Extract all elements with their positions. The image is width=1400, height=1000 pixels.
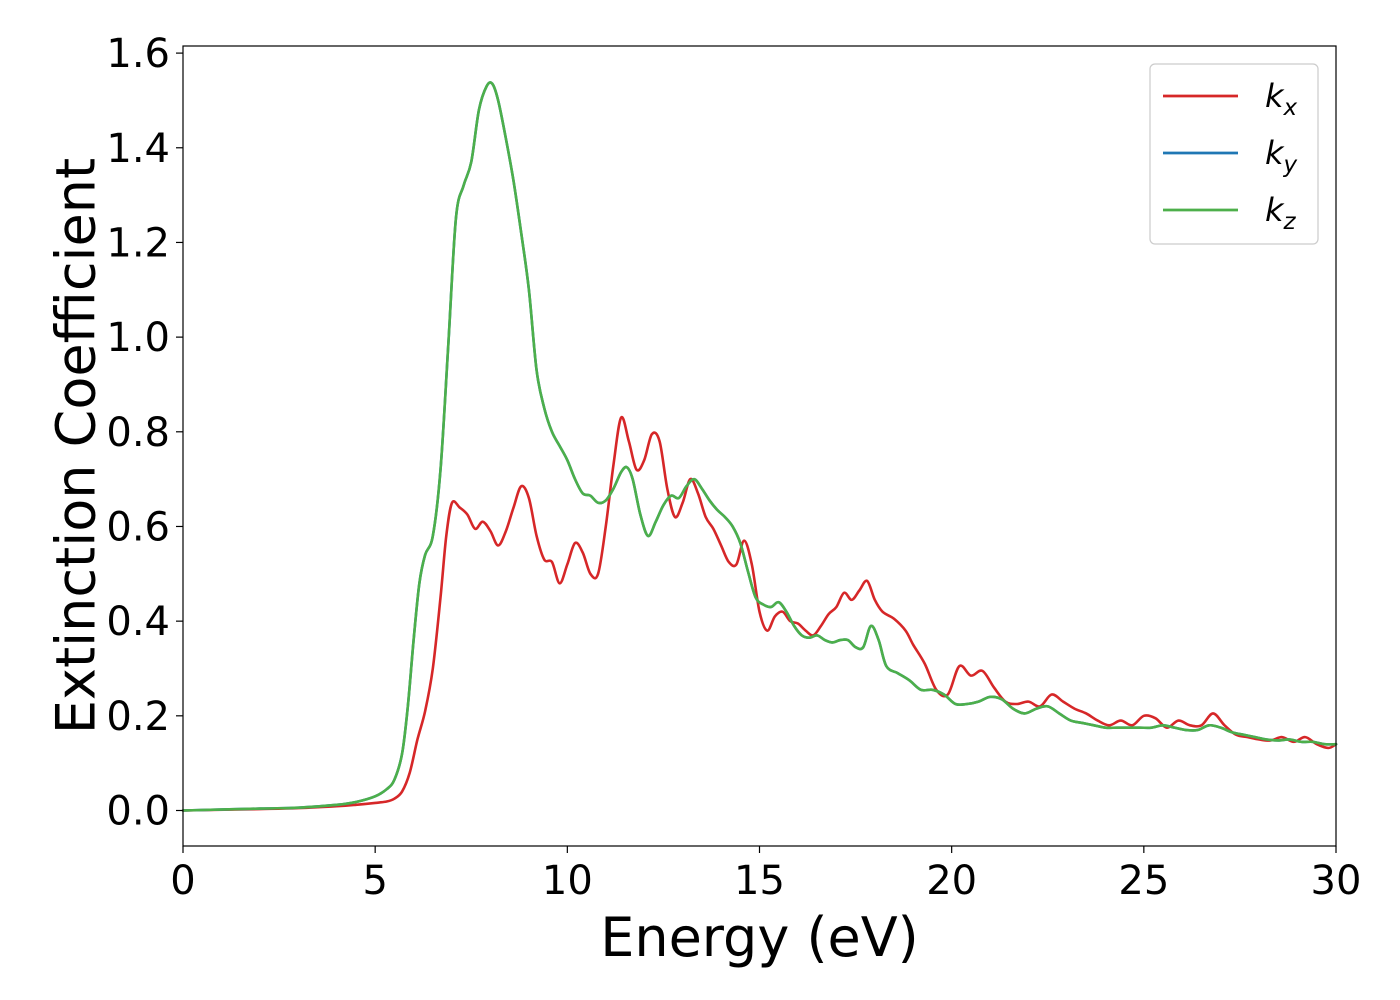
y-tick-label: 0.2 bbox=[106, 694, 170, 740]
y-tick-label: 0.8 bbox=[106, 410, 170, 456]
y-tick-label: 0.4 bbox=[106, 599, 170, 645]
y-tick-label: 0.0 bbox=[106, 788, 170, 834]
x-tick-label: 20 bbox=[926, 858, 977, 904]
x-tick-label: 25 bbox=[1118, 858, 1169, 904]
x-axis: 0 5 10 15 20 25 30 bbox=[170, 846, 1361, 904]
y-tick-label: 1.6 bbox=[106, 31, 170, 77]
x-tick-label: 0 bbox=[170, 858, 195, 904]
x-axis-title: Energy (eV) bbox=[600, 906, 919, 969]
series-line-x bbox=[181, 415, 1338, 812]
y-axis: 0.0 0.2 0.4 0.6 0.8 1.0 1.2 1.4 1.6 bbox=[106, 31, 183, 834]
y-tick-label: 0.6 bbox=[106, 504, 170, 550]
legend-label-z: kz bbox=[1265, 191, 1297, 235]
y-tick-label: 1.0 bbox=[106, 315, 170, 361]
series-line-z bbox=[181, 81, 1338, 812]
x-tick-label: 10 bbox=[542, 858, 593, 904]
x-tick-label: 30 bbox=[1311, 858, 1362, 904]
legend-label-y: ky bbox=[1265, 134, 1298, 178]
legend-label-x: kx bbox=[1265, 77, 1298, 121]
x-tick-label: 15 bbox=[734, 858, 785, 904]
series-layer bbox=[181, 81, 1338, 812]
y-axis-title: Extinction Coefficient bbox=[45, 158, 108, 734]
y-tick-label: 1.2 bbox=[106, 220, 170, 266]
x-tick-label: 5 bbox=[362, 858, 387, 904]
legend: kx ky kz bbox=[1149, 63, 1319, 245]
y-tick-label: 1.4 bbox=[106, 126, 170, 172]
